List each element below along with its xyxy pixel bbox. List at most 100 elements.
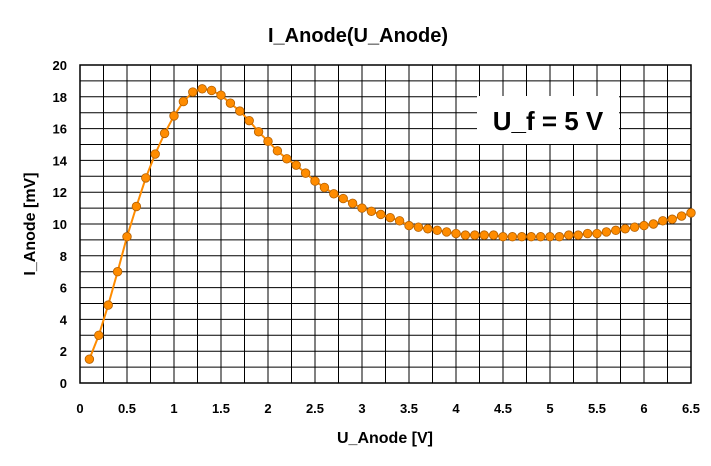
data-point [573,230,583,240]
x-tick-label: 0.5 [118,401,136,416]
data-point [517,232,527,242]
y-tick-label: 20 [53,58,67,73]
data-point [413,222,424,232]
x-tick-label: 3.5 [400,401,418,416]
data-point [263,136,273,147]
data-point [225,98,236,108]
x-tick-label: 2.5 [306,401,324,416]
data-point [526,232,536,242]
x-tick-label: 5 [546,401,553,416]
x-axis: 0 0.5 1 1.5 2 2.5 3 3.5 4 4.5 5 5.5 6 6.5 [76,401,700,416]
data-point [582,228,593,239]
data-point [460,230,471,240]
data-point [423,224,433,234]
x-tick-label: 4 [452,401,460,416]
data-point [432,225,442,236]
data-point [300,168,311,178]
data-point [112,267,123,277]
chart-title: I_Anode(U_Anode) [268,25,448,47]
data-point [498,232,508,242]
data-point [291,160,301,170]
data-point [601,227,612,237]
data-point [404,220,414,231]
data-point [206,85,217,96]
y-tick-label: 6 [60,281,67,296]
y-axis: 0 2 4 6 8 10 12 14 16 18 20 [53,58,68,391]
data-point [122,232,132,242]
data-point [216,90,226,100]
data-point [150,149,160,159]
data-point [545,232,555,242]
data-point [141,173,151,183]
y-tick-label: 4 [60,312,68,327]
y-tick-label: 0 [60,376,67,391]
data-point [592,228,602,239]
x-tick-label: 2 [264,401,271,416]
y-tick-label: 16 [53,122,67,137]
data-point [329,189,339,199]
data-point [620,224,630,234]
data-point [479,230,489,240]
data-point [488,230,499,240]
data-point [319,182,330,193]
x-tick-label: 6 [640,401,647,416]
y-tick-label: 12 [53,185,67,200]
x-tick-label: 3 [358,401,365,416]
data-point [385,212,395,223]
x-tick-label: 5.5 [588,401,606,416]
x-tick-label: 6.5 [682,401,700,416]
data-point [376,209,386,220]
y-tick-label: 14 [53,153,68,168]
data-point [131,201,142,212]
data-point [310,176,320,186]
data-point [169,111,179,121]
data-point [272,146,283,156]
data-point [197,84,207,94]
annotation-text: U_f = 5 V [493,106,604,136]
data-point [507,232,518,242]
data-point [338,193,348,204]
data-point [244,115,254,126]
data-point [611,225,621,236]
data-points [84,84,696,364]
data-point [639,220,649,231]
data-point [103,300,113,310]
data-point [686,208,696,218]
data-point [629,222,640,232]
data-point [366,206,377,216]
data-point [188,87,198,97]
annotation-box: U_f = 5 V [477,96,619,144]
y-axis-label: I_Anode [mV] [22,172,39,275]
data-point [357,203,367,213]
data-point [94,330,104,341]
data-point [159,128,170,139]
x-tick-label: 4.5 [494,401,512,416]
y-tick-label: 2 [60,344,67,359]
data-point [235,106,245,116]
x-axis-label: U_Anode [V] [337,430,433,447]
data-point [394,216,405,226]
data-point [535,232,546,242]
x-tick-label: 1.5 [212,401,230,416]
data-point [84,354,95,364]
y-tick-label: 10 [53,217,67,232]
y-tick-label: 18 [53,90,67,105]
data-point [178,96,189,107]
data-point [347,198,358,209]
data-point [667,214,677,224]
data-point [564,230,574,240]
y-tick-label: 8 [60,249,67,264]
data-point [676,211,687,221]
data-point [441,227,452,237]
data-point [470,230,480,240]
data-point [554,232,565,242]
data-point [282,154,292,164]
data-point [648,219,659,229]
x-tick-label: 0 [76,401,83,416]
plot-area [79,64,692,384]
x-tick-label: 1 [170,401,177,416]
data-point [253,127,264,137]
data-point [451,228,461,239]
data-point [658,216,668,226]
